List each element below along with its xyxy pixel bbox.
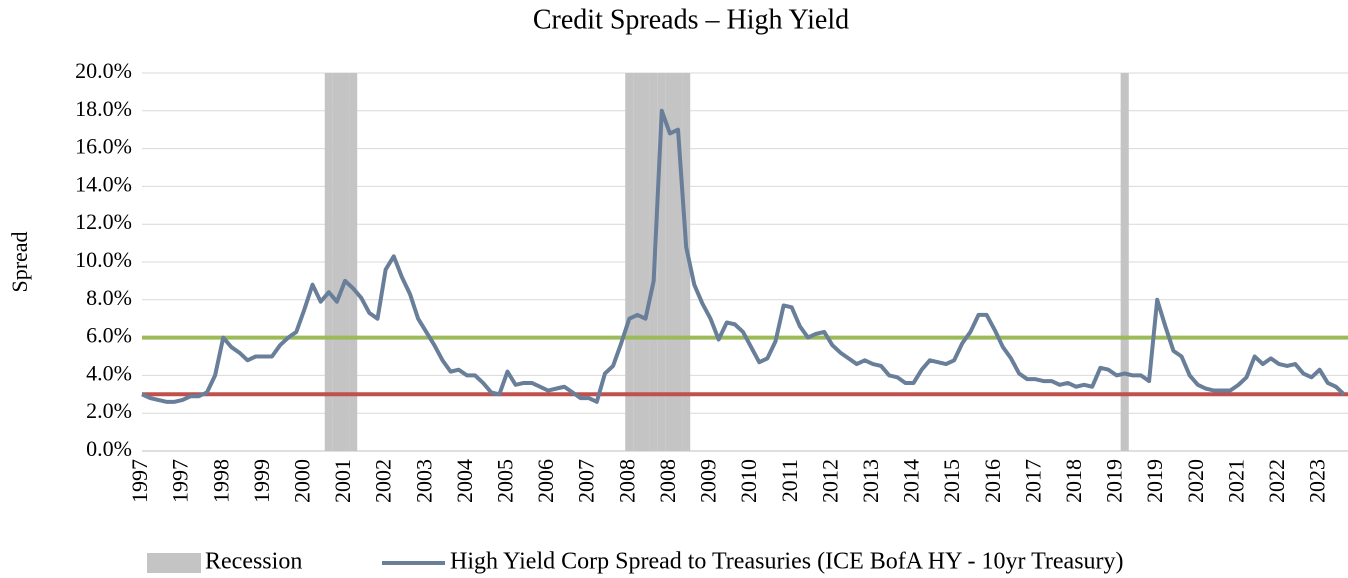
x-tick-label: 2016	[980, 459, 1005, 503]
line-series	[141, 108, 1346, 404]
y-tick-label: 14.0%	[75, 171, 132, 196]
y-tick-label: 20.0%	[75, 58, 132, 83]
labels: 0.0% 2.0% 4.0% 6.0% 8.0% 10.0% 12.0% 14.0% 16.0%…	[75, 58, 1330, 503]
x-tick-label: 2008	[655, 459, 680, 503]
x-tick-label: 2010	[736, 459, 761, 503]
x-tick-label: 2018	[1061, 459, 1086, 503]
recession-bar	[633, 73, 642, 451]
x-tick-label: 2023	[1305, 459, 1330, 503]
y-tick-label: 2.0%	[86, 398, 132, 423]
x-tick-label: 2002	[371, 459, 396, 503]
x-tick-label: 2014	[899, 459, 924, 503]
x-tick-label: 2006	[533, 459, 558, 503]
legend-label: High Yield Corp Spread to Treasuries (IC…	[450, 549, 1124, 575]
x-tick-label: 2020	[1183, 459, 1208, 503]
x-tick-label: 2000	[289, 459, 314, 503]
x-tick-label: 2017	[1020, 459, 1045, 503]
y-tick-label: 4.0%	[86, 360, 132, 385]
legend-swatch	[147, 553, 201, 573]
x-tick-label: 2013	[858, 459, 883, 503]
x-tick-label: 2019	[1102, 459, 1127, 503]
x-tick-label: 1998	[208, 459, 233, 503]
recession-bar	[673, 73, 683, 451]
x-tick-label: 2003	[411, 459, 436, 503]
x-tick-label: 2015	[939, 459, 964, 503]
reference-lines	[142, 335, 1348, 397]
y-tick-label: 16.0%	[75, 134, 132, 159]
recession-bar	[340, 73, 350, 451]
y-tick-label: 6.0%	[86, 323, 132, 348]
x-tick-label: 2009	[696, 459, 721, 503]
recession-bar	[665, 73, 674, 451]
x-tick-label: 2004	[452, 459, 477, 503]
x-tick-label: 1997	[127, 459, 152, 503]
legend-label: Recession	[205, 549, 302, 575]
recession-bar	[324, 73, 333, 451]
y-tick-label: 12.0%	[75, 209, 132, 234]
recession-bar	[1120, 73, 1129, 451]
lines	[141, 108, 1346, 404]
x-tick-label: 2022	[1264, 459, 1289, 503]
y-tick-label: 10.0%	[75, 247, 132, 272]
x-tick-label: 2019	[1142, 459, 1167, 503]
x-tick-label: 2012	[817, 459, 842, 503]
x-tick-label: 2005	[493, 459, 518, 503]
chart-title: Credit Spreads – High Yield	[533, 4, 849, 35]
recession-bar	[641, 73, 650, 451]
x-tick-label: 1997	[168, 459, 193, 503]
y-tick-label: 8.0%	[86, 285, 132, 310]
x-tick-label: 2011	[777, 459, 802, 502]
x-tick-label: 2021	[1223, 459, 1248, 503]
recession-bar	[657, 73, 666, 451]
recession-bar	[332, 73, 341, 451]
y-tick-label: 0.0%	[86, 436, 132, 461]
y-axis-label: Spread	[7, 231, 32, 292]
x-tick-label: 2001	[330, 459, 355, 503]
x-tick-label: 2007	[574, 459, 599, 503]
recession-bar	[349, 73, 358, 451]
recession-bar	[625, 73, 634, 451]
y-tick-label: 18.0%	[75, 96, 132, 121]
x-tick-label: 2008	[614, 459, 639, 503]
recession-bar	[682, 73, 691, 451]
x-tick-label: 1999	[249, 459, 274, 503]
